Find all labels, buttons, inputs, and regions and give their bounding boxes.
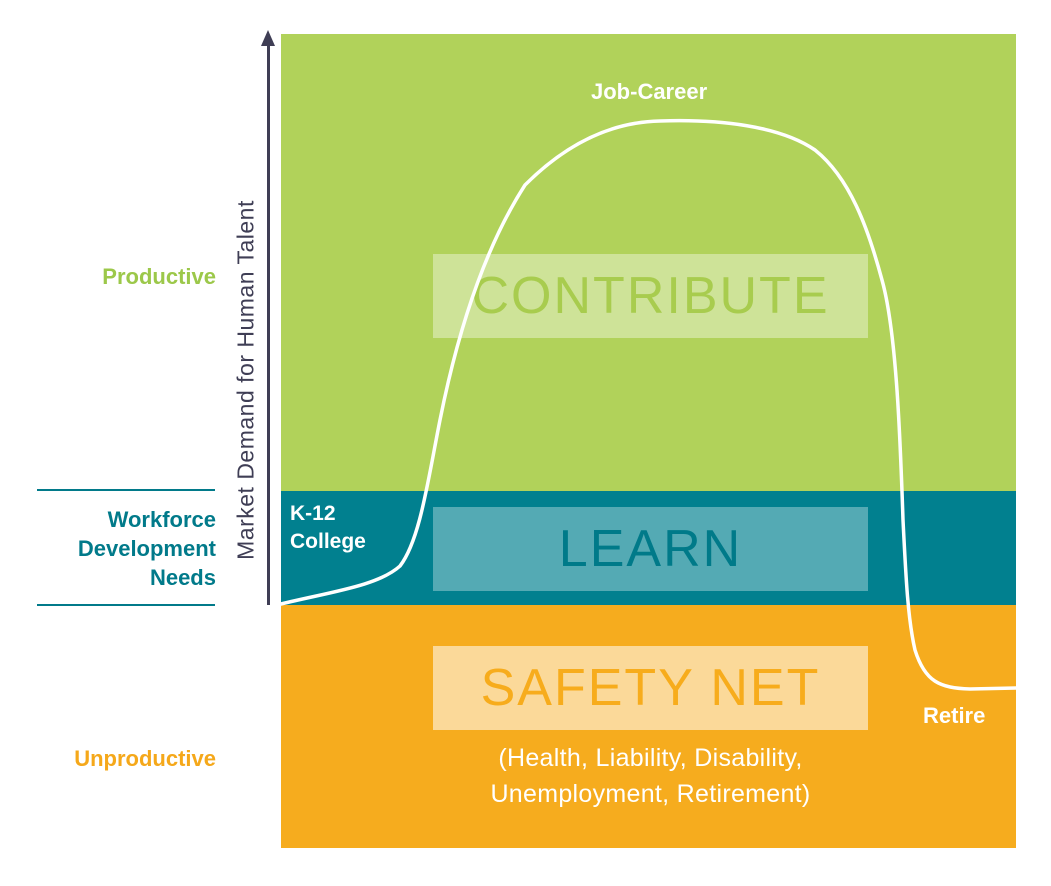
workforce-line-1: Workforce <box>107 507 216 532</box>
safety-net-subtext: (Health, Liability, Disability, Unemploy… <box>433 740 868 812</box>
y-axis-arrow-icon <box>261 30 275 46</box>
k12-college-label: K-12 College <box>290 500 366 556</box>
workforce-top-divider <box>37 489 215 491</box>
k12-label: K-12 <box>290 502 336 525</box>
unproductive-label: Unproductive <box>74 746 216 771</box>
y-axis-line <box>267 42 270 605</box>
learn-band <box>281 491 1016 605</box>
y-axis-title: Market Demand for Human Talent <box>232 200 259 560</box>
job-career-label: Job-Career <box>591 79 708 104</box>
productive-label: Productive <box>102 264 216 289</box>
safety-net-subtext-line-2: Unemployment, Retirement) <box>490 780 811 808</box>
retire-label: Retire <box>923 703 986 728</box>
contribute-band <box>281 34 1016 491</box>
workforce-development-label: Workforce Development Needs <box>78 505 216 592</box>
workforce-line-2: Development <box>77 536 216 561</box>
safety-net-label: SAFETY NET <box>433 646 868 730</box>
learn-label: LEARN <box>433 507 868 591</box>
contribute-label: CONTRIBUTE <box>433 254 868 338</box>
safety-net-subtext-line-1: (Health, Liability, Disability, <box>498 744 803 772</box>
workforce-bottom-divider <box>37 604 215 606</box>
workforce-line-3: Needs <box>149 565 216 590</box>
career-curve-path <box>279 118 1018 691</box>
college-label: College <box>290 530 366 553</box>
